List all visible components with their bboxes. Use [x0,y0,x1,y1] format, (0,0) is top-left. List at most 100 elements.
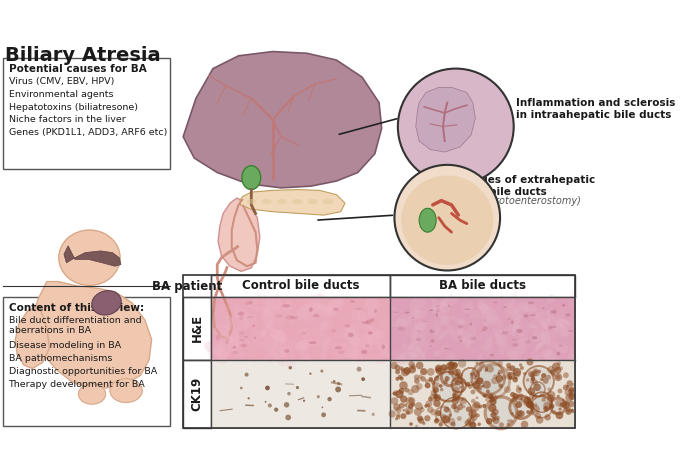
Text: H&E: H&E [190,315,204,343]
Text: Content of this review:: Content of this review: [9,303,143,313]
Circle shape [458,397,460,400]
Circle shape [527,401,534,409]
Ellipse shape [524,314,528,318]
Circle shape [436,366,441,372]
Circle shape [547,388,551,391]
Ellipse shape [569,347,577,362]
Circle shape [444,407,449,412]
Ellipse shape [458,336,462,339]
Ellipse shape [422,341,430,358]
Circle shape [452,397,459,404]
Ellipse shape [280,344,296,368]
Ellipse shape [504,302,518,315]
Ellipse shape [406,354,414,360]
Circle shape [560,402,565,408]
Ellipse shape [514,315,522,332]
Ellipse shape [265,294,282,316]
Circle shape [540,393,543,396]
Circle shape [497,381,500,384]
Circle shape [529,392,537,400]
Ellipse shape [251,305,261,312]
Text: Control bile ducts: Control bile ducts [242,279,360,292]
Ellipse shape [436,308,447,318]
Circle shape [464,419,472,427]
Ellipse shape [417,344,422,353]
Ellipse shape [348,333,354,337]
Ellipse shape [367,351,390,360]
Circle shape [485,369,488,372]
Circle shape [322,406,323,408]
Circle shape [296,386,299,389]
Circle shape [552,363,560,371]
Circle shape [411,364,416,370]
Ellipse shape [254,306,269,314]
Ellipse shape [267,352,284,363]
Ellipse shape [507,349,519,362]
Ellipse shape [534,341,545,349]
Circle shape [540,377,543,381]
Ellipse shape [462,336,471,348]
Ellipse shape [263,334,277,352]
Ellipse shape [248,349,256,363]
Ellipse shape [478,308,497,319]
Polygon shape [240,190,345,215]
Ellipse shape [558,329,567,338]
Circle shape [443,370,457,384]
Circle shape [487,398,515,427]
Circle shape [428,377,433,382]
Circle shape [506,363,511,368]
Ellipse shape [342,324,356,339]
Circle shape [562,400,570,408]
Circle shape [523,397,531,404]
Ellipse shape [535,335,547,352]
Circle shape [456,374,458,377]
Ellipse shape [242,314,256,327]
Ellipse shape [332,329,336,332]
Circle shape [461,398,464,401]
Circle shape [565,409,572,415]
Ellipse shape [413,334,426,350]
Circle shape [569,391,574,397]
Circle shape [517,393,524,401]
Circle shape [511,412,513,415]
Circle shape [507,422,511,426]
Ellipse shape [299,328,322,336]
Ellipse shape [415,327,432,336]
Ellipse shape [558,318,573,326]
Circle shape [473,363,503,392]
Ellipse shape [440,344,447,352]
Ellipse shape [410,330,417,350]
Circle shape [471,390,475,394]
Polygon shape [415,87,475,152]
Ellipse shape [568,348,575,368]
Circle shape [547,391,556,399]
Circle shape [469,422,477,429]
Circle shape [396,377,400,381]
Circle shape [395,390,403,398]
Ellipse shape [428,323,435,329]
Ellipse shape [458,325,464,329]
Ellipse shape [429,309,433,311]
Circle shape [317,395,320,398]
Circle shape [477,384,482,390]
Ellipse shape [412,317,414,319]
Circle shape [394,165,500,270]
Circle shape [496,375,503,383]
Ellipse shape [394,318,409,329]
Circle shape [287,392,291,395]
Ellipse shape [236,319,250,330]
Circle shape [504,386,511,393]
Circle shape [572,383,575,386]
Ellipse shape [347,342,356,350]
Circle shape [443,380,448,384]
Ellipse shape [511,320,514,324]
Ellipse shape [323,199,333,204]
Ellipse shape [302,321,307,328]
Circle shape [495,416,500,420]
Ellipse shape [286,315,294,319]
Circle shape [509,419,513,423]
Ellipse shape [486,337,492,349]
Circle shape [416,362,424,369]
Bar [390,297,575,360]
Text: CK19: CK19 [190,377,204,411]
